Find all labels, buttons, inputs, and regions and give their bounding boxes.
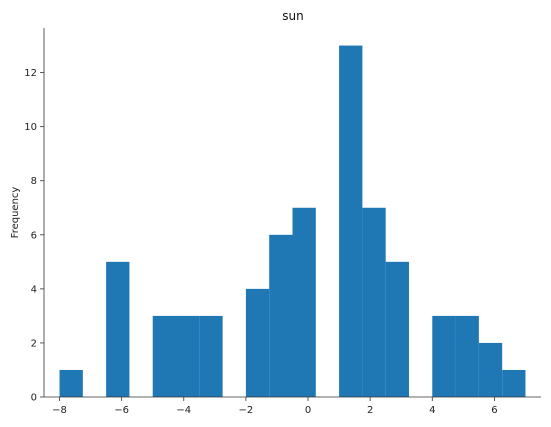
x-tick-label-3: −2 [239, 405, 254, 416]
histogram-bar-3 [176, 315, 200, 397]
y-tick-label-0: 0 [31, 393, 37, 404]
histogram-bar-6 [269, 234, 293, 397]
y-axis-ticks: 0 2 4 6 8 10 12 [24, 68, 44, 404]
histogram-bar-7 [292, 207, 316, 397]
x-tick-label-6: 4 [429, 405, 435, 416]
x-tick-label-1: −6 [114, 405, 129, 416]
histogram-bar-10 [385, 261, 409, 397]
histogram-bar-5 [245, 288, 270, 397]
histogram-bar-4 [199, 315, 223, 397]
y-axis-title: Frequency [10, 187, 21, 239]
histogram-bar-8 [339, 45, 363, 397]
bars-group [59, 45, 526, 397]
x-tick-label-4: 0 [305, 405, 311, 416]
x-tick-label-0: −8 [52, 405, 67, 416]
y-tick-label-2: 4 [31, 284, 37, 295]
histogram-bar-2 [152, 315, 177, 397]
y-tick-label-1: 2 [31, 338, 37, 349]
chart-title: sun [282, 9, 303, 23]
histogram-bar-13 [478, 342, 503, 397]
y-tick-label-5: 10 [24, 122, 37, 133]
y-tick-label-4: 8 [31, 176, 37, 187]
histogram-bar-11 [432, 315, 456, 397]
histogram-bar-0 [59, 369, 83, 397]
x-tick-label-2: −4 [176, 405, 191, 416]
x-axis-ticks: −8 −6 −4 −2 0 2 4 6 [52, 397, 498, 416]
histogram-bar-14 [502, 369, 526, 397]
x-tick-label-5: 2 [367, 405, 373, 416]
histogram-bar-1 [106, 261, 130, 397]
histogram-bar-9 [362, 207, 386, 397]
histogram-bar-12 [455, 315, 479, 397]
y-tick-label-3: 6 [31, 230, 37, 241]
y-tick-label-6: 12 [24, 68, 37, 79]
x-tick-label-7: 6 [491, 405, 497, 416]
